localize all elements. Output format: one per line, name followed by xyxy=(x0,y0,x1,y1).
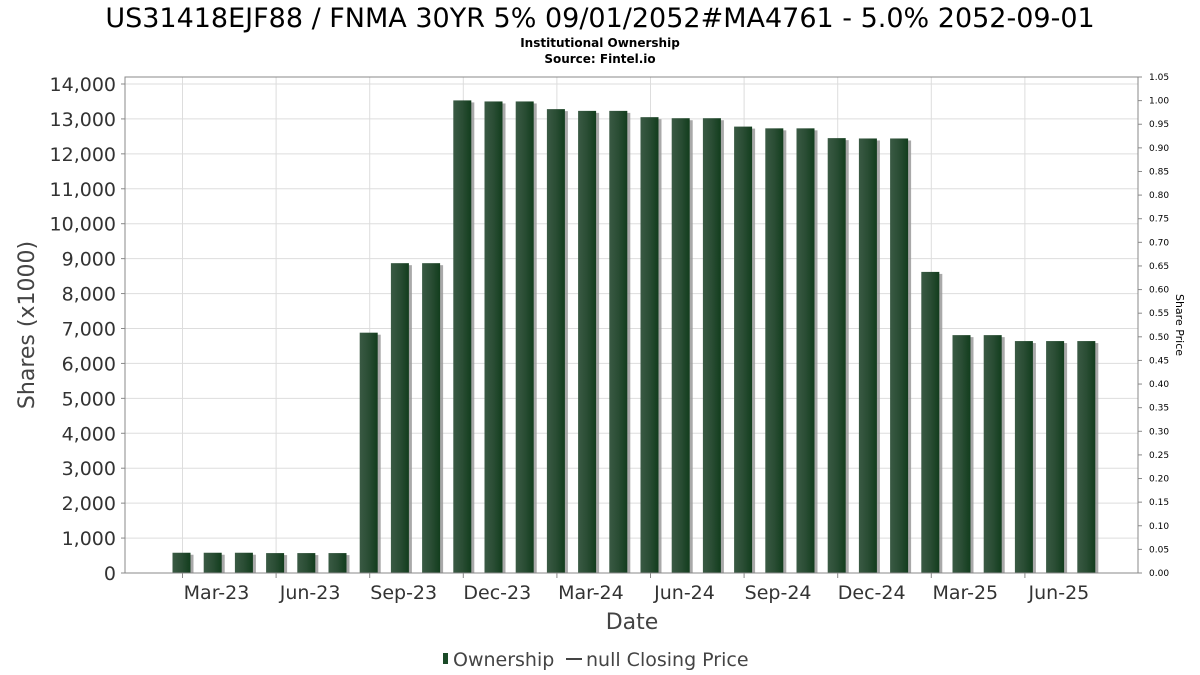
y2-tick-label: 0.90 xyxy=(1149,144,1169,154)
y2-tick-label: 0.60 xyxy=(1149,286,1169,296)
ownership-bar xyxy=(609,110,628,574)
y2-tick-label: 0.75 xyxy=(1149,215,1169,225)
y2-tick-label: 0.30 xyxy=(1149,427,1169,437)
y2-tick-label: 0.35 xyxy=(1149,404,1169,414)
y2-tick-label: 0.05 xyxy=(1149,545,1169,555)
legend-ownership-label: Ownership xyxy=(453,649,554,671)
ownership-bar xyxy=(234,552,253,573)
legend: Ownership null Closing Price xyxy=(443,649,749,671)
x-tick-label: Sep-23 xyxy=(370,582,437,604)
ownership-bar xyxy=(203,552,222,573)
ownership-bar xyxy=(952,335,971,573)
y-tick-label: 11,000 xyxy=(50,179,116,201)
ownership-bar xyxy=(390,263,409,573)
y-tick-label: 4,000 xyxy=(62,423,116,445)
x-tick-label: Jun-23 xyxy=(279,582,341,604)
ownership-bar xyxy=(1046,341,1065,573)
left-axis-ticks: 0 1,000 2,000 3,000 4,000 5,000 6,000 7,000 8,00… xyxy=(50,74,125,585)
x-axis-ticks: Mar-23 Jun-23 Sep-23 Dec-23 Mar-24 Jun-24 Sep-… xyxy=(182,573,1090,604)
y2-tick-label: 0.80 xyxy=(1149,191,1169,201)
y-tick-label: 5,000 xyxy=(62,388,116,410)
chart-title: US31418EJF88 / FNMA 30YR 5% 09/01/2052#M… xyxy=(105,3,1094,34)
y-tick-label: 13,000 xyxy=(50,109,116,131)
x-tick-label: Mar-25 xyxy=(932,582,998,604)
chart-subtitle: Institutional Ownership xyxy=(520,36,680,50)
ownership-bar xyxy=(890,138,909,573)
x-tick-label: Jun-25 xyxy=(1028,582,1090,604)
y-tick-label: 9,000 xyxy=(62,249,116,271)
ownership-bar xyxy=(422,263,441,573)
y-axis-label: Shares (x1000) xyxy=(15,241,40,409)
legend-price-label: null Closing Price xyxy=(586,649,749,671)
ownership-bar xyxy=(734,126,753,573)
x-tick-label: Sep-24 xyxy=(745,582,812,604)
y-tick-label: 14,000 xyxy=(50,74,116,96)
plot-frame xyxy=(124,76,1139,574)
y-tick-label: 1,000 xyxy=(62,528,116,550)
y2-tick-label: 0.55 xyxy=(1149,309,1169,319)
y-tick-label: 8,000 xyxy=(62,284,116,306)
ownership-bar xyxy=(702,118,721,573)
ownership-bar xyxy=(172,552,191,573)
y-tick-label: 6,000 xyxy=(62,353,116,375)
ownership-bar xyxy=(266,553,285,573)
ownership-bar xyxy=(640,117,659,574)
y2-tick-label: 0.85 xyxy=(1149,167,1169,177)
y2-tick-label: 0.50 xyxy=(1149,333,1169,343)
y2-tick-label: 1.00 xyxy=(1149,97,1169,107)
y2-tick-label: 0.40 xyxy=(1149,380,1169,390)
y2-axis-label: Share Price xyxy=(1173,294,1186,356)
legend-ownership-swatch xyxy=(443,653,448,664)
y-tick-label: 2,000 xyxy=(62,493,116,515)
ownership-bar xyxy=(297,553,316,573)
ownership-bar xyxy=(453,100,472,573)
ownership-bar xyxy=(328,553,347,573)
x-tick-label: Dec-23 xyxy=(463,582,531,604)
y-tick-label: 0 xyxy=(104,563,116,585)
ownership-bar xyxy=(484,101,503,573)
ownership-bar xyxy=(359,332,378,573)
ownership-bar xyxy=(1077,341,1096,573)
y-tick-label: 10,000 xyxy=(50,214,116,236)
y2-tick-label: 0.20 xyxy=(1149,475,1169,485)
x-axis-label: Date xyxy=(606,610,659,635)
x-tick-label: Jun-24 xyxy=(653,582,715,604)
y2-tick-label: 0.15 xyxy=(1149,498,1169,508)
x-tick-label: Mar-23 xyxy=(184,582,250,604)
ownership-bar xyxy=(578,110,597,574)
ownership-bar xyxy=(546,109,565,574)
right-axis-ticks: 0.00 0.05 0.10 0.15 0.20 0.25 0.30 0.35 0.40 0.45… xyxy=(1138,73,1169,579)
y2-tick-label: 0.10 xyxy=(1149,522,1169,532)
ownership-bar xyxy=(515,101,534,573)
ownership-bar xyxy=(921,271,940,573)
chart-source: Source: Fintel.io xyxy=(544,52,655,66)
ownership-bar xyxy=(1014,341,1033,573)
ownership-bar xyxy=(765,128,784,573)
y2-tick-label: 0.65 xyxy=(1149,262,1169,272)
y2-tick-label: 0.25 xyxy=(1149,451,1169,461)
y2-tick-label: 0.95 xyxy=(1149,120,1169,130)
y-tick-label: 7,000 xyxy=(62,318,116,340)
ownership-bar xyxy=(858,138,877,573)
bars xyxy=(172,100,1099,574)
y-tick-label: 3,000 xyxy=(62,458,116,480)
y2-tick-label: 0.00 xyxy=(1149,569,1169,579)
ownership-bar xyxy=(671,118,690,573)
y-tick-label: 12,000 xyxy=(50,144,116,166)
x-tick-label: Dec-24 xyxy=(838,582,906,604)
y2-tick-label: 1.05 xyxy=(1149,73,1169,83)
y2-tick-label: 0.70 xyxy=(1149,238,1169,248)
x-tick-label: Mar-24 xyxy=(558,582,624,604)
y2-tick-label: 0.45 xyxy=(1149,356,1169,366)
ownership-bar xyxy=(827,138,846,573)
ownership-bar xyxy=(983,335,1002,573)
ownership-bar xyxy=(796,128,815,573)
